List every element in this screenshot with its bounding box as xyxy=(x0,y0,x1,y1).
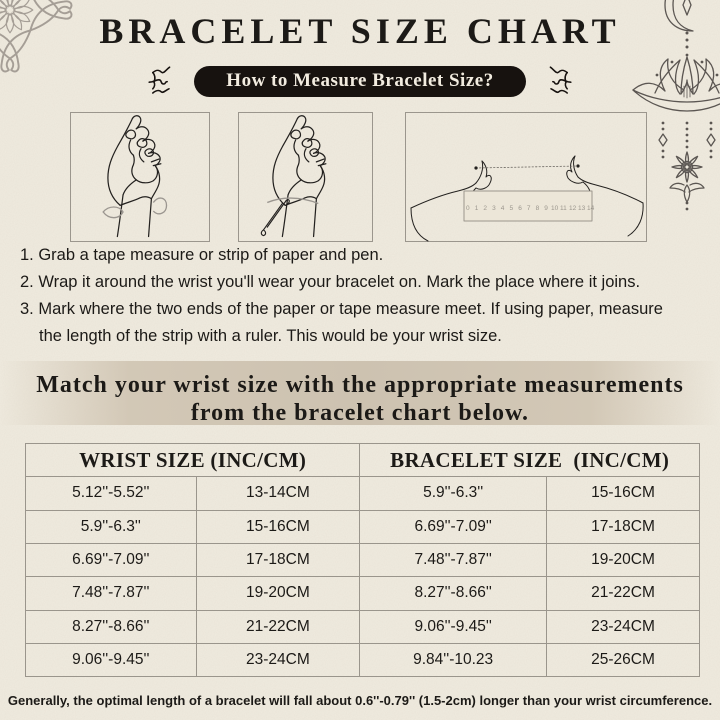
svg-text:6: 6 xyxy=(518,205,522,212)
svg-text:13: 13 xyxy=(578,205,586,212)
svg-text:5: 5 xyxy=(510,205,514,212)
svg-text:1: 1 xyxy=(475,205,479,212)
svg-text:2: 2 xyxy=(483,205,487,212)
svg-text:4: 4 xyxy=(501,205,505,212)
svg-text:14: 14 xyxy=(587,205,595,212)
svg-text:10: 10 xyxy=(551,205,559,212)
svg-text:8: 8 xyxy=(536,205,540,212)
svg-text:0: 0 xyxy=(466,205,470,212)
svg-text:12: 12 xyxy=(569,205,577,212)
svg-text:3: 3 xyxy=(492,205,496,212)
svg-text:7: 7 xyxy=(527,205,531,212)
svg-text:9: 9 xyxy=(544,205,548,212)
svg-text:11: 11 xyxy=(560,205,567,212)
